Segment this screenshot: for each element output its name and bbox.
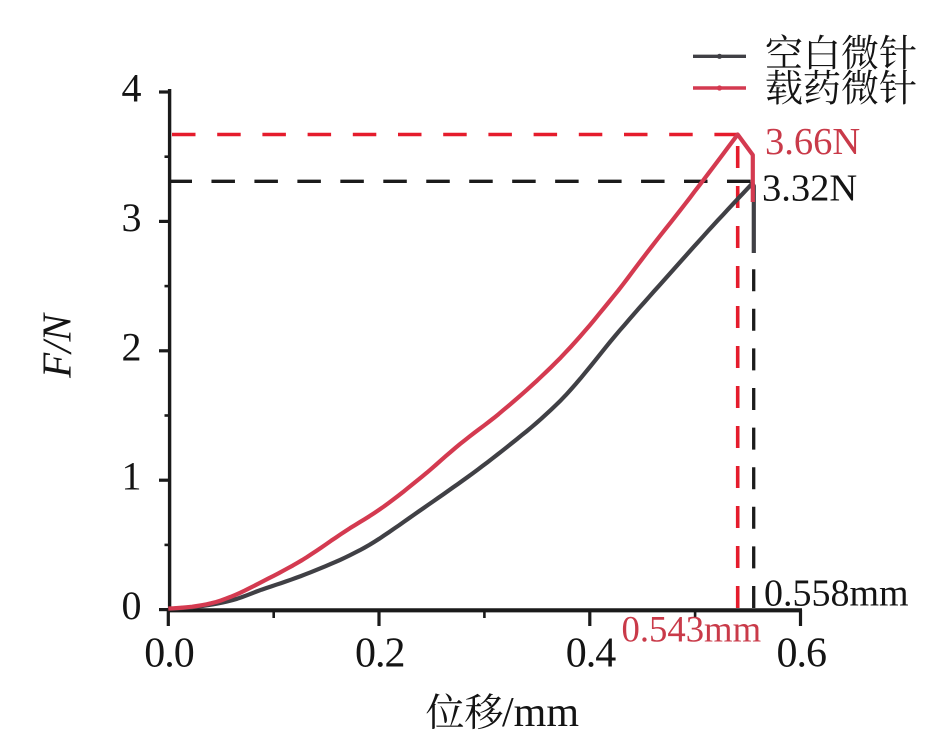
svg-text:0: 0	[122, 583, 142, 628]
svg-text:3: 3	[122, 195, 142, 240]
svg-text:4: 4	[122, 66, 142, 111]
svg-text:0.543mm: 0.543mm	[622, 609, 762, 650]
svg-text:3.32N: 3.32N	[762, 168, 857, 210]
svg-text:1: 1	[122, 454, 142, 499]
svg-text:0.4: 0.4	[566, 631, 617, 677]
svg-text:F/N: F/N	[33, 311, 79, 378]
svg-text:3.66N: 3.66N	[765, 121, 860, 163]
svg-text:0.558mm: 0.558mm	[764, 573, 909, 615]
svg-text:0.0: 0.0	[144, 631, 194, 677]
svg-text:0.2: 0.2	[355, 631, 405, 677]
svg-text:/mm: /mm	[502, 690, 579, 736]
svg-text:0.6: 0.6	[776, 631, 826, 677]
svg-text:2: 2	[122, 324, 142, 369]
